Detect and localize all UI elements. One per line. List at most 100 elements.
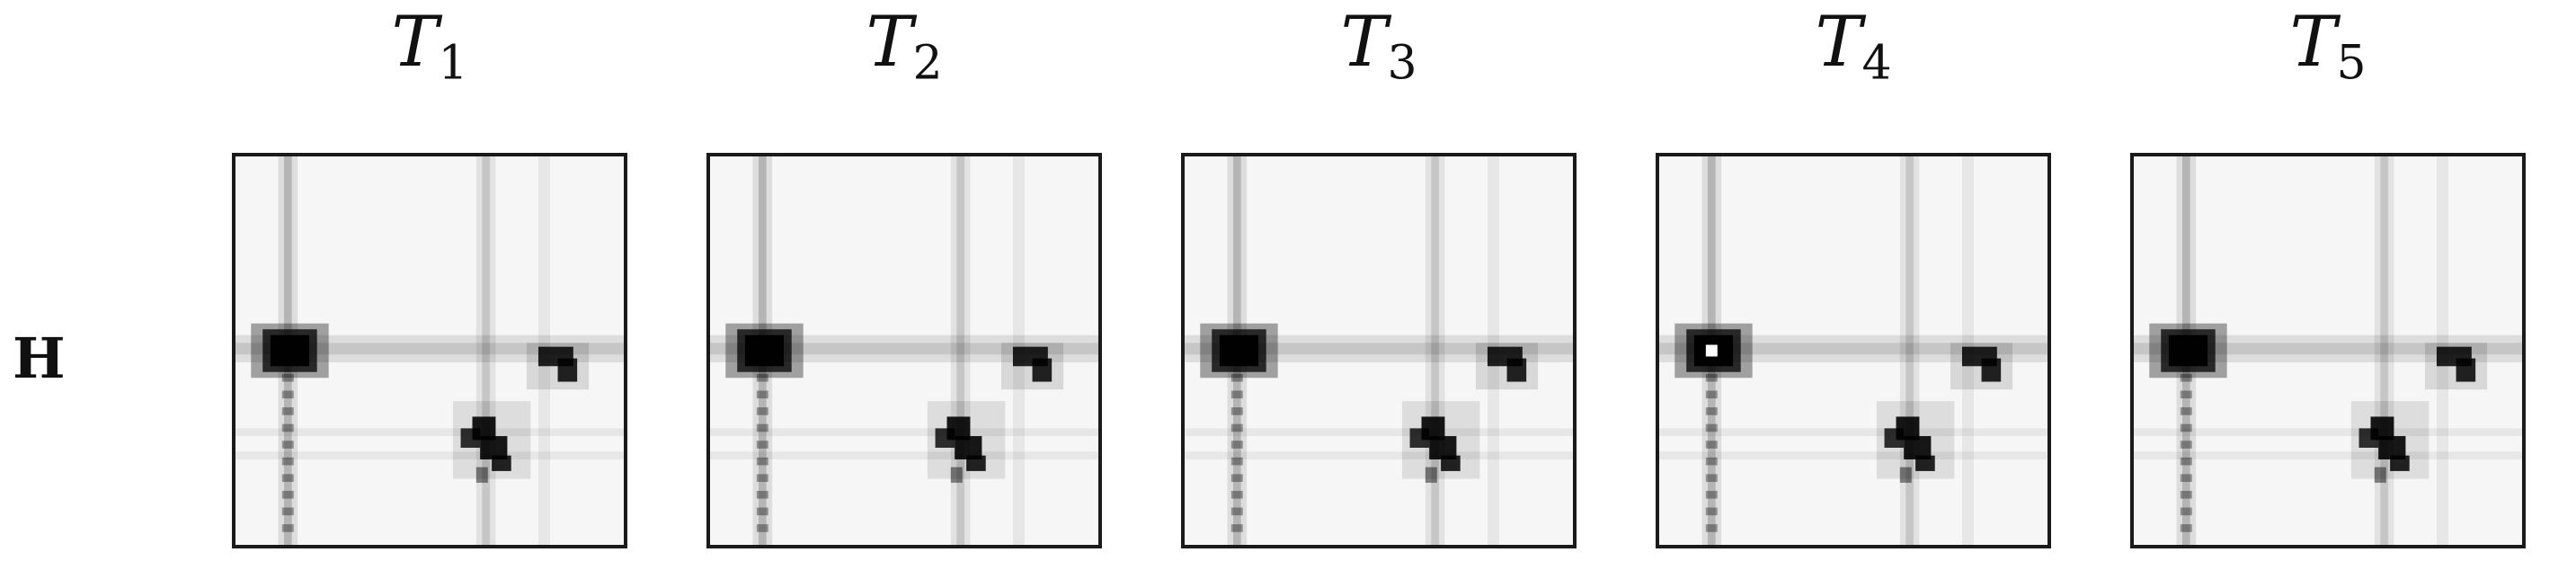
right-blob-halo <box>1476 343 1539 390</box>
dash-mark <box>1705 507 1718 516</box>
horizontal-band <box>710 451 1098 459</box>
center-cluster <box>2358 428 2379 448</box>
horizontal-band <box>2134 451 2522 459</box>
panel-title-3: T3 <box>1340 2 1417 91</box>
right-blob-halo <box>2425 343 2488 390</box>
right-blob-halo <box>1950 343 2013 390</box>
dash-mark <box>1705 474 1718 483</box>
dash-mark <box>281 507 294 516</box>
heatmap-panel-5 <box>2130 153 2526 548</box>
heatmap-image <box>710 156 1098 545</box>
dash-mark <box>2180 474 2192 483</box>
right-blob <box>557 358 578 382</box>
center-cluster <box>460 428 481 448</box>
dash-mark <box>281 457 294 466</box>
dash-mark <box>1230 407 1243 415</box>
dash-mark <box>281 524 294 532</box>
dash-mark <box>2180 490 2192 499</box>
vertical-line <box>1905 156 1914 545</box>
vertical-line <box>2380 156 2388 545</box>
dash-mark <box>281 474 294 483</box>
dash-mark <box>1705 407 1718 415</box>
panel-title-5: T5 <box>2289 2 2367 91</box>
center-cluster <box>1425 467 1437 483</box>
dash-mark <box>1230 507 1243 516</box>
center-cluster <box>935 428 955 448</box>
horizontal-band <box>1659 451 2047 459</box>
right-blob <box>1032 358 1053 382</box>
dash-mark <box>756 474 768 483</box>
heatmap-panel-1 <box>232 153 627 548</box>
main-blob-hole <box>1705 344 1718 357</box>
dash-mark <box>756 407 768 415</box>
heatmap-image <box>1185 156 1573 545</box>
right-blob-halo <box>1001 343 1064 390</box>
dash-mark <box>2180 423 2192 432</box>
dash-mark <box>1230 390 1243 399</box>
panel-title-4: T4 <box>1815 2 1892 91</box>
dash-mark <box>1705 457 1718 466</box>
heatmap-panel-4 <box>1656 153 2051 548</box>
heatmap-panel-3 <box>1181 153 1577 548</box>
dash-mark <box>2180 457 2192 466</box>
dash-mark <box>281 441 294 449</box>
center-cluster <box>2390 455 2410 471</box>
vertical-line <box>956 156 964 545</box>
main-blob-core <box>744 334 785 367</box>
dash-mark <box>2180 373 2192 382</box>
center-cluster <box>492 455 511 471</box>
horizontal-line <box>710 343 1098 355</box>
center-cluster <box>2374 467 2386 483</box>
dash-mark <box>756 490 768 499</box>
right-blob <box>1981 358 2002 382</box>
center-cluster <box>1409 428 1430 448</box>
horizontal-band <box>1659 428 2047 437</box>
horizontal-band <box>2134 428 2522 437</box>
horizontal-line <box>1185 343 1573 355</box>
dash-mark <box>281 390 294 399</box>
dash-mark <box>2180 507 2192 516</box>
dash-mark <box>756 423 768 432</box>
dash-mark <box>1230 474 1243 483</box>
dash-mark <box>2180 407 2192 415</box>
horizontal-band <box>235 451 624 459</box>
dash-mark <box>1230 423 1243 432</box>
panel-title-1: T1 <box>391 2 468 91</box>
dash-mark <box>756 390 768 399</box>
dash-mark <box>1705 390 1718 399</box>
dash-mark <box>1705 423 1718 432</box>
dash-mark <box>281 373 294 382</box>
horizontal-line <box>1659 343 2047 355</box>
horizontal-band <box>710 428 1098 437</box>
dash-mark <box>756 441 768 449</box>
heatmap-image <box>2134 156 2522 545</box>
panel-title-2: T2 <box>866 2 943 91</box>
dash-mark <box>756 507 768 516</box>
dash-mark <box>1230 441 1243 449</box>
dash-mark <box>756 524 768 532</box>
heatmap-image <box>1659 156 2047 545</box>
main-blob-core <box>1219 334 1259 367</box>
dash-mark <box>281 490 294 499</box>
dash-mark <box>1230 490 1243 499</box>
center-cluster <box>966 455 986 471</box>
main-blob-core <box>2168 334 2208 367</box>
horizontal-band <box>1185 428 1573 437</box>
row-label: H <box>13 325 66 391</box>
dash-mark <box>1705 524 1718 532</box>
right-blob-halo <box>527 343 590 390</box>
main-blob-core <box>270 334 310 367</box>
center-cluster <box>475 467 488 483</box>
dash-mark <box>281 407 294 415</box>
dash-mark <box>756 373 768 382</box>
horizontal-line <box>2134 343 2522 355</box>
dash-mark <box>281 423 294 432</box>
center-cluster <box>1441 455 1461 471</box>
horizontal-line <box>235 343 624 355</box>
right-blob <box>1506 358 1527 382</box>
horizontal-band <box>1185 451 1573 459</box>
center-cluster <box>1915 455 1935 471</box>
heatmap-image <box>235 156 624 545</box>
dash-mark <box>1705 490 1718 499</box>
heatmap-panel-2 <box>706 153 1102 548</box>
